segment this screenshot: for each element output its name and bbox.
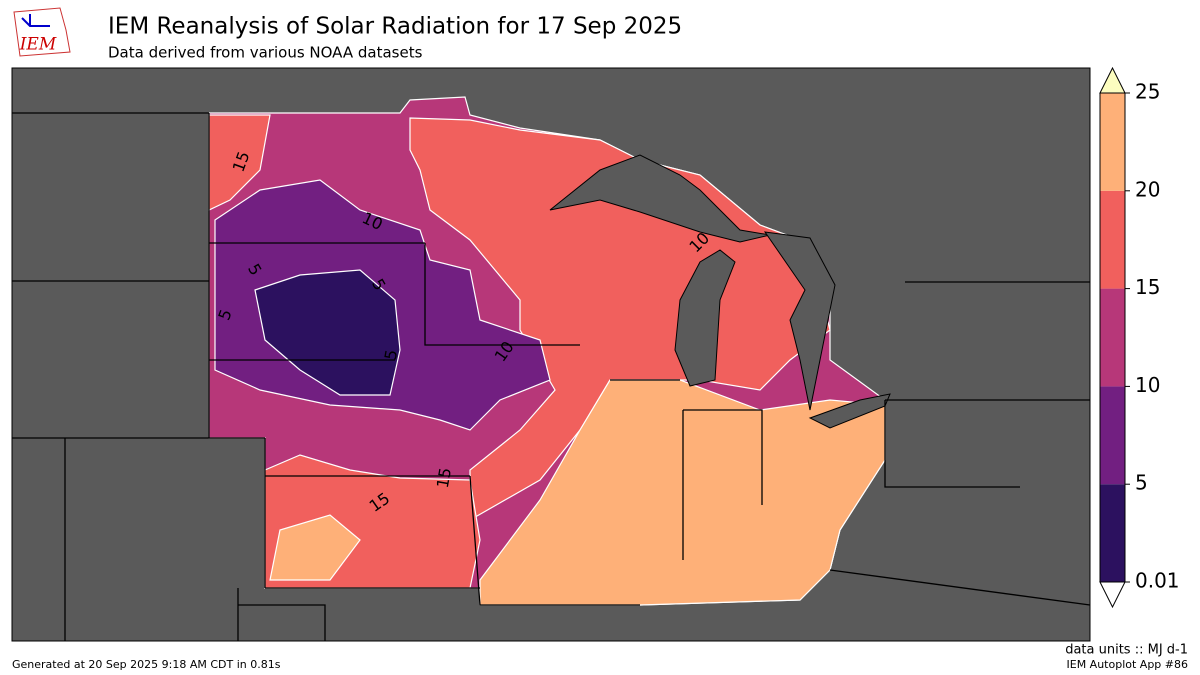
region (254, 269, 401, 396)
map-frame (11, 67, 1091, 642)
colorbar-segment (1100, 288, 1125, 387)
colorbar-segment (1100, 386, 1125, 485)
colorbar-tick-label: 15 (1135, 275, 1160, 299)
contour-label: 5 (381, 348, 401, 361)
lake (674, 249, 736, 387)
colorbar-segment (1100, 190, 1125, 289)
contour-label: 15 (433, 466, 455, 489)
colorbar-over (1099, 66, 1126, 94)
logo-icon (21, 14, 50, 27)
colorbar-segment (1100, 93, 1125, 191)
subtitle: Data derived from various NOAA datasets (108, 44, 423, 62)
state-border (12, 112, 1091, 641)
region (269, 379, 886, 606)
units: data units :: MJ d-1 (1065, 643, 1188, 658)
title: IEM Reanalysis of Solar Radiation for 17… (108, 14, 682, 40)
colorbar-tick-label: 20 (1135, 177, 1160, 201)
colorbar: 0.01 5 10 15 20 25 (1099, 66, 1180, 609)
colorbar-tick-label: 10 (1135, 373, 1160, 397)
colorbar-tick-label: 25 (1135, 80, 1160, 104)
generated: Generated at 20 Sep 2025 9:18 AM CDT in … (12, 658, 281, 671)
lake (763, 231, 836, 411)
logo-outline (13, 7, 71, 57)
colorbar-frame (1099, 92, 1126, 583)
logo-text: IEM (19, 35, 57, 55)
colorbar-segment (1100, 484, 1125, 582)
app: IEM Autoplot App #86 (1067, 658, 1189, 671)
colorbar-tick-label: 0.01 (1135, 569, 1180, 593)
logo: IEM (13, 7, 71, 57)
colorbar-tick-label: 5 (1135, 471, 1148, 495)
map (11, 67, 1091, 642)
colorbar-under (1099, 581, 1126, 609)
lake (549, 154, 771, 243)
